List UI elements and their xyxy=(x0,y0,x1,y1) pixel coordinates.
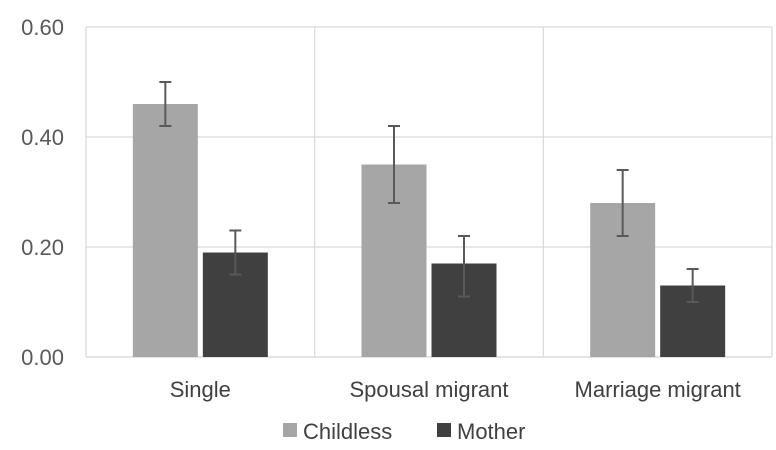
legend-swatch xyxy=(437,423,451,437)
error-bar-childless-0 xyxy=(159,81,172,127)
y-tick-label: 0.00 xyxy=(21,345,64,370)
error-bar-mother-1 xyxy=(458,235,470,298)
x-category-label: Spousal migrant xyxy=(350,377,509,402)
x-category-label: Single xyxy=(170,377,231,402)
legend-label: Mother xyxy=(457,419,525,444)
bars xyxy=(132,104,726,357)
x-axis-categories: Single Spousal migrant Marriage migrant xyxy=(170,377,741,402)
bar-childless-0 xyxy=(132,104,198,357)
error-bar-childless-2 xyxy=(616,169,629,237)
y-axis-ticks: 0.00 0.20 0.40 0.60 xyxy=(21,15,64,370)
y-tick-label: 0.60 xyxy=(21,15,64,40)
y-tick-label: 0.40 xyxy=(21,125,64,150)
x-category-label: Marriage migrant xyxy=(575,377,741,402)
y-tick-label: 0.20 xyxy=(21,235,64,260)
legend-item-childless: Childless xyxy=(283,419,392,444)
error-bar-childless-1 xyxy=(388,125,400,204)
legend: Childless Mother xyxy=(283,419,525,444)
legend-label: Childless xyxy=(303,419,392,444)
legend-item-mother: Mother xyxy=(437,419,525,444)
gridlines xyxy=(85,26,773,358)
error-bar-mother-0 xyxy=(229,229,242,276)
error-bars xyxy=(159,81,699,303)
legend-swatch xyxy=(283,423,297,437)
error-bar-mother-2 xyxy=(686,268,699,303)
